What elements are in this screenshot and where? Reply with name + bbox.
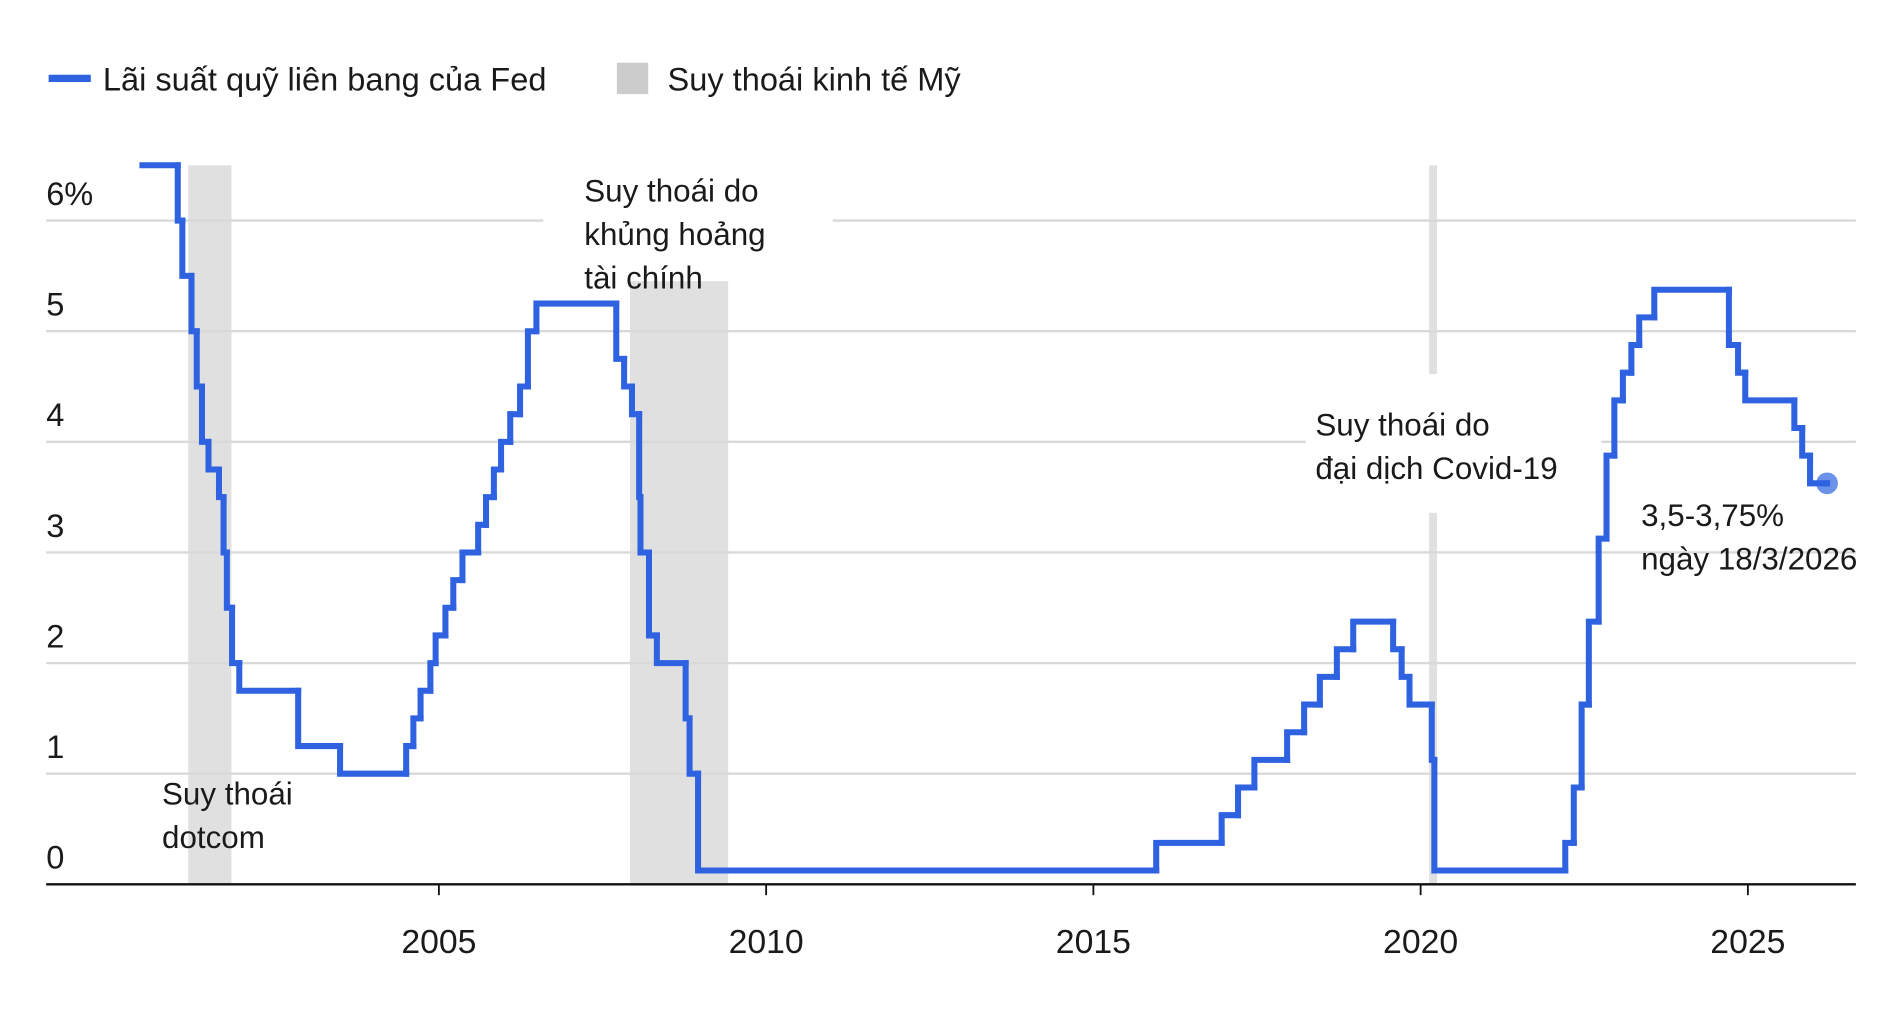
- line-step: [1251, 756, 1291, 791]
- annotation-background: [1305, 373, 1602, 513]
- annotation: Suy thoái do: [1315, 408, 1489, 443]
- line-step: [1235, 784, 1258, 819]
- line-step: [1603, 452, 1618, 542]
- legend-label: Suy thoái kinh tế Mỹ: [668, 61, 962, 97]
- line-step: [450, 577, 466, 611]
- line-step: [1791, 397, 1806, 432]
- line-step: [653, 632, 689, 667]
- x-tick-label: 2020: [1383, 923, 1458, 961]
- line-step: [1406, 673, 1435, 708]
- annotation: Suy thoái do: [584, 173, 758, 208]
- line-step: [459, 549, 482, 584]
- annotation: 3,5-3,75%: [1641, 498, 1784, 533]
- annotation: khủng hoảng: [584, 217, 765, 252]
- line-step: [695, 770, 1160, 874]
- y-tick-label: 6%: [46, 176, 93, 212]
- line-step: [1628, 342, 1643, 376]
- line-step: [1431, 756, 1569, 874]
- line-step: [483, 494, 497, 528]
- legend-label: Lãi suất quỹ liên bang của Fed: [103, 61, 547, 97]
- annotation-background: [543, 165, 833, 282]
- line-step: [1735, 342, 1749, 376]
- line-step: [1742, 369, 1798, 404]
- line-step: [498, 438, 514, 473]
- annotation: Suy thoái: [162, 777, 293, 812]
- line-step: [1619, 369, 1635, 404]
- annotation: đại dịch Covid-19: [1315, 451, 1557, 486]
- line-step: [179, 217, 195, 279]
- y-tick-label: 2: [46, 618, 64, 654]
- line-step: [229, 604, 243, 667]
- line-step: [1218, 812, 1242, 846]
- annotation: ngày 18/3/2026: [1641, 541, 1857, 576]
- line-step: [403, 743, 417, 777]
- line-step: [1153, 839, 1225, 874]
- line-step: [1350, 618, 1397, 653]
- line-step: [1585, 618, 1602, 708]
- line-step: [427, 660, 439, 694]
- line-step: [533, 300, 620, 335]
- y-tick-label: 0: [46, 840, 64, 876]
- line-step: [1284, 729, 1308, 763]
- recession-band: [1429, 165, 1437, 885]
- line-step: [295, 687, 344, 750]
- line-step: [517, 383, 531, 418]
- line-step: [442, 604, 457, 639]
- line-step: [1636, 314, 1658, 349]
- y-tick-label: 4: [46, 397, 64, 433]
- x-tick-label: 2005: [401, 923, 476, 961]
- line-step: [1570, 784, 1585, 846]
- line-step: [1725, 286, 1742, 349]
- line-step: [432, 632, 449, 667]
- line-step: [1595, 535, 1610, 625]
- line-step: [1390, 618, 1405, 653]
- x-tick-label: 2015: [1056, 923, 1131, 961]
- line-step: [1301, 701, 1323, 736]
- line-step: [410, 715, 424, 750]
- line-step: [236, 660, 302, 694]
- y-tick-label: 1: [46, 729, 64, 765]
- annotation: dotcom: [162, 820, 265, 855]
- line-step: [524, 328, 540, 390]
- line-step: [1562, 839, 1577, 874]
- line-step: [1578, 701, 1592, 791]
- line-step: [1611, 397, 1626, 459]
- line-step: [1333, 646, 1357, 680]
- y-tick-label: 3: [46, 508, 64, 544]
- line-step: [636, 411, 644, 501]
- legend-band-swatch: [616, 62, 649, 95]
- x-tick-label: 2010: [729, 923, 804, 961]
- y-tick-label: 5: [46, 287, 64, 323]
- line-step: [475, 521, 490, 556]
- recession-band: [630, 165, 729, 885]
- end-point: [1816, 472, 1838, 495]
- line-step: [205, 438, 223, 473]
- line-step: [220, 494, 230, 556]
- line-step: [1651, 286, 1732, 321]
- line-step: [417, 687, 434, 722]
- annotation: tài chính: [584, 260, 703, 295]
- line-step: [507, 411, 524, 445]
- line-step: [1316, 673, 1340, 708]
- line-step: [1428, 701, 1438, 763]
- line-step: [174, 162, 186, 224]
- line-step: [490, 466, 505, 501]
- x-tick-label: 2025: [1710, 923, 1785, 961]
- line-step: [337, 743, 410, 777]
